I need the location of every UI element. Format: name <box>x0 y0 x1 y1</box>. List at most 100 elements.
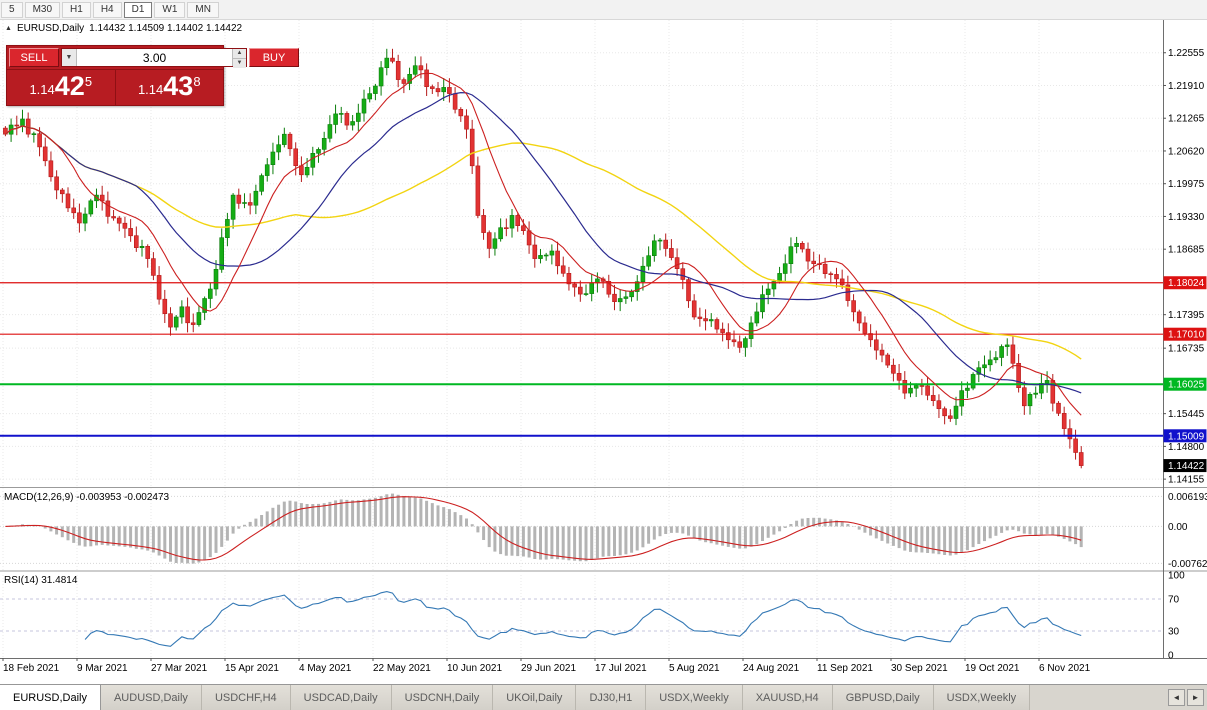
price-tick-label: 1.14800 <box>1168 442 1205 453</box>
candle-body <box>373 85 378 94</box>
candle-body <box>891 364 896 374</box>
timeframe-W1[interactable]: W1 <box>154 1 186 18</box>
candle-body <box>219 237 224 270</box>
candle-body <box>1073 438 1078 453</box>
candle-body <box>515 215 521 226</box>
rsi-tick-label: 30 <box>1168 627 1180 638</box>
candle-body <box>242 202 247 204</box>
candle-body <box>401 79 407 84</box>
candle-body <box>162 298 168 315</box>
tab-audusd-daily[interactable]: AUDUSD,Daily <box>100 685 202 710</box>
candle-body <box>105 200 111 217</box>
candle-body <box>378 67 384 87</box>
volume-control[interactable]: ▼ ▲ ▼ <box>61 48 247 68</box>
candle-body <box>418 65 424 71</box>
tab-usdx-weekly[interactable]: USDX,Weekly <box>646 685 743 710</box>
volume-input[interactable] <box>77 49 232 66</box>
timeframe-H4[interactable]: H4 <box>92 1 122 18</box>
candle-body <box>173 316 179 328</box>
price-marker-label: 1.18024 <box>1168 278 1205 289</box>
timeframe-MN[interactable]: MN <box>187 1 219 18</box>
candle-body <box>839 278 845 286</box>
trade-buttons-row: SELL ▼ ▲ ▼ BUY <box>7 46 299 69</box>
candle-body <box>743 338 748 348</box>
candle-body <box>88 200 94 215</box>
candle-body <box>560 265 566 274</box>
timeframe-5[interactable]: 5 <box>1 1 23 18</box>
candle-body <box>788 246 794 264</box>
candle-body <box>862 322 868 334</box>
tab-usdchf-h4[interactable]: USDCHF,H4 <box>201 685 291 710</box>
date-tick-label: 17 Jul 2021 <box>595 663 647 674</box>
tab-ukoil-daily[interactable]: UKOil,Daily <box>493 685 577 710</box>
tab-scroll-right-icon[interactable]: ► <box>1187 689 1204 706</box>
candle-body <box>424 69 429 88</box>
tab-xauusd-h4[interactable]: XAUUSD,H4 <box>742 685 833 710</box>
chart-area[interactable]: 1.22555 1.21910 1.21265 1.20620 1.19975 1.193… <box>0 20 1207 684</box>
ask-price[interactable]: 1.14 43 8 <box>116 70 224 105</box>
candle-body <box>310 153 316 168</box>
macd-values: -0.003953 -0.002473 <box>76 492 170 503</box>
candle-body <box>77 212 82 224</box>
timeframe-M30[interactable]: M30 <box>24 1 61 18</box>
candle-body <box>811 260 817 265</box>
date-axis[interactable]: 18 Feb 2021 9 Mar 2021 27 Mar 2021 15 Apr 2… <box>2 658 1091 674</box>
date-tick-label: 19 Oct 2021 <box>965 663 1020 674</box>
date-tick-label: 24 Aug 2021 <box>743 663 800 674</box>
tab-usdx-weekly[interactable]: USDX,Weekly <box>933 685 1031 710</box>
candle-body <box>942 408 947 417</box>
date-tick-label: 15 Apr 2021 <box>225 663 279 674</box>
candle-body <box>498 227 503 240</box>
candle-body <box>612 293 617 303</box>
candle-body <box>993 357 999 361</box>
rsi-indicator-label: RSI(14) 31.4814 <box>4 575 77 586</box>
rsi-values: 31.4814 <box>41 575 78 586</box>
volume-down-icon[interactable]: ▼ <box>233 58 246 68</box>
chart-symbol-header: ▲ EURUSD,Daily 1.14432 1.14509 1.14402 1… <box>5 23 242 34</box>
price-tick-label: 1.19330 <box>1168 212 1205 223</box>
candle-body <box>987 359 993 366</box>
timeframe-H1[interactable]: H1 <box>62 1 91 18</box>
date-tick-label: 4 May 2021 <box>299 663 352 674</box>
date-tick-label: 6 Nov 2021 <box>1039 663 1091 674</box>
hlines-layer[interactable] <box>0 282 1163 437</box>
candle-body <box>669 248 674 258</box>
sell-button[interactable]: SELL <box>9 48 59 67</box>
tab-eurusd-daily[interactable]: EURUSD,Daily <box>0 685 101 710</box>
timeframe-D1[interactable]: D1 <box>123 1 153 18</box>
candle-body <box>429 86 435 89</box>
symbol-label: EURUSD,Daily <box>16 23 85 34</box>
price-tick-label: 1.21910 <box>1168 81 1205 92</box>
candles-layer <box>3 48 1084 469</box>
price-axis[interactable]: 1.22555 1.21910 1.21265 1.20620 1.19975 1.193… <box>1163 48 1207 662</box>
timeframe-toolbar: 5 M30 H1 H4 D1 W1 MN <box>0 0 1207 20</box>
candle-body <box>281 133 287 145</box>
buy-button[interactable]: BUY <box>249 48 299 67</box>
bid-price[interactable]: 1.14 42 5 <box>7 70 115 105</box>
candle-body <box>902 379 908 394</box>
volume-dropdown-icon[interactable]: ▼ <box>62 49 77 66</box>
chart-tab-bar: EURUSD,Daily AUDUSD,Daily USDCHF,H4 USDCAD,… <box>0 684 1207 710</box>
price-marker-label: 1.16025 <box>1168 380 1205 391</box>
tab-dj30-h1[interactable]: DJ30,H1 <box>576 685 647 710</box>
tab-gbpusd-daily[interactable]: GBPUSD,Daily <box>832 685 934 710</box>
price-tick-label: 1.22555 <box>1168 48 1205 59</box>
candle-body <box>873 339 879 351</box>
date-tick-label: 11 Sep 2021 <box>817 663 873 674</box>
price-marker-box <box>1163 429 1207 443</box>
trade-panel-collapse-icon[interactable]: ▲ <box>5 25 12 32</box>
tab-scroll-left-icon[interactable]: ◄ <box>1168 689 1185 706</box>
price-tick-label: 1.15445 <box>1168 409 1205 420</box>
candle-body <box>42 146 48 162</box>
candle-body <box>475 165 481 216</box>
candle-body <box>976 367 982 375</box>
price-tick-label: 1.21265 <box>1168 114 1205 125</box>
tab-scroll-buttons: ◄ ► <box>1168 685 1207 710</box>
tab-usdcnh-daily[interactable]: USDCNH,Daily <box>391 685 494 710</box>
tab-usdcad-daily[interactable]: USDCAD,Daily <box>290 685 392 710</box>
candle-body <box>355 112 361 122</box>
price-chart[interactable]: 1.22555 1.21910 1.21265 1.20620 1.19975 1.193… <box>0 20 1207 684</box>
volume-up-icon[interactable]: ▲ <box>233 49 246 58</box>
candle-body <box>441 87 447 93</box>
